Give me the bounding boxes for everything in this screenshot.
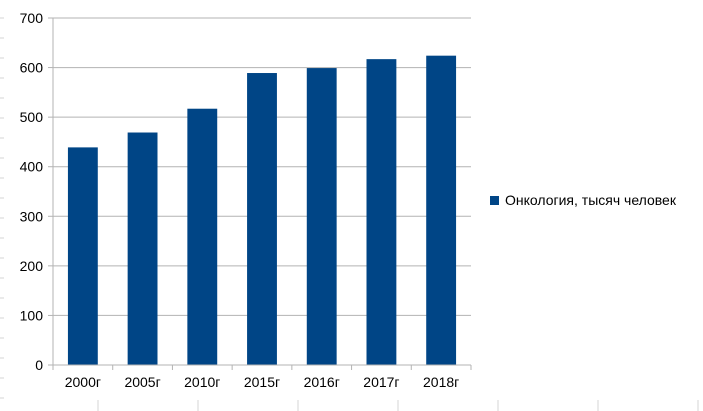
bars [67, 55, 457, 366]
y-tick-label: 600 [20, 60, 44, 76]
bar [67, 147, 98, 365]
y-tick-label: 400 [20, 159, 44, 175]
y-tick-label: 500 [20, 109, 44, 125]
bar [426, 55, 457, 365]
y-tick-label: 0 [35, 357, 43, 373]
y-tick-label: 200 [20, 258, 44, 274]
bar [247, 73, 277, 365]
y-tick-label: 100 [20, 307, 44, 323]
x-tick-label: 2000г [65, 374, 101, 390]
legend-swatch [490, 196, 499, 205]
y-tick-label: 700 [20, 10, 44, 26]
x-tick-label: 2018г [423, 374, 459, 390]
y-tick-label: 300 [20, 208, 44, 224]
bar [187, 108, 218, 366]
x-tick-label: 2010г [184, 374, 220, 390]
bar [306, 68, 337, 366]
y-tick-labels: 0 100 200 300 400 500 600 700 [20, 10, 44, 373]
legend: Онкология, тысяч человек [490, 192, 677, 208]
x-tick-label: 2005г [124, 374, 160, 390]
x-tick-label: 2016г [304, 374, 340, 390]
bar [127, 132, 158, 365]
x-tick-label: 2017г [363, 374, 399, 390]
x-tick-label: 2015г [244, 374, 280, 390]
x-tick-labels: 2000г 2005г 2010г 2015г 2016г 2017г 2018г [65, 374, 460, 390]
axes [52, 18, 471, 366]
bar [366, 59, 397, 365]
legend-label: Онкология, тысяч человек [505, 192, 677, 208]
